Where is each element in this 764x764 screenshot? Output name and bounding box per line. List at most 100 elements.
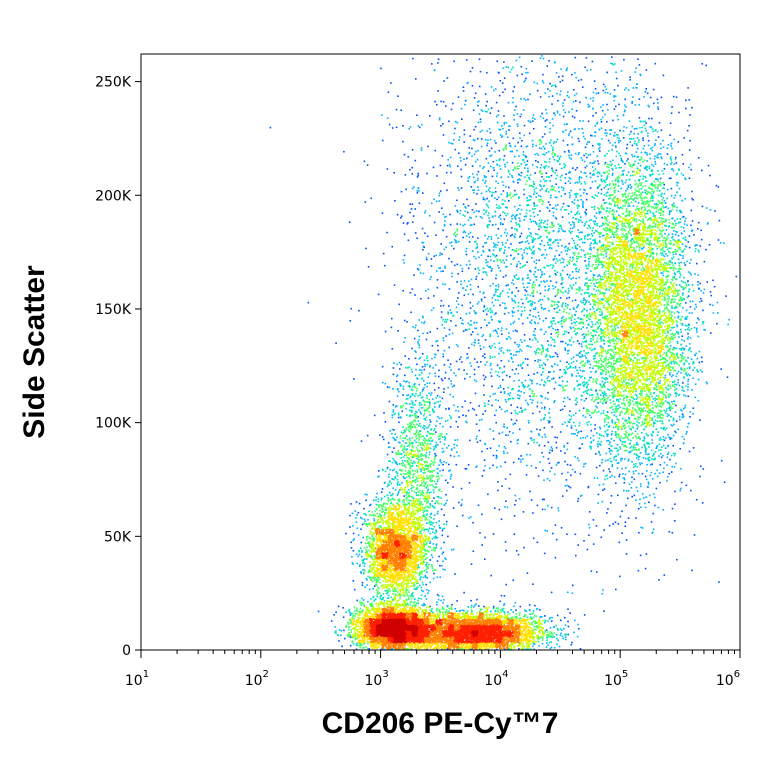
event-dot xyxy=(352,621,354,624)
event-dot xyxy=(359,627,362,629)
event-dot xyxy=(357,617,360,619)
event-dot xyxy=(409,607,411,610)
event-dot xyxy=(357,625,360,628)
event-dot xyxy=(404,633,407,635)
event-dot xyxy=(441,606,444,608)
event-dot xyxy=(395,609,397,612)
event-dot xyxy=(543,632,546,634)
event-dot xyxy=(389,617,391,619)
event-dot xyxy=(409,629,412,632)
event-dot xyxy=(435,610,438,612)
event-dot xyxy=(541,616,543,618)
event-dot xyxy=(440,599,442,602)
event-dot xyxy=(475,603,477,605)
event-dot xyxy=(467,606,469,608)
event-dot xyxy=(381,628,383,631)
event-dot xyxy=(417,644,419,646)
event-dot xyxy=(410,628,412,630)
event-dot xyxy=(376,625,378,627)
event-dot xyxy=(375,610,378,612)
event-dot xyxy=(355,619,358,621)
event-dot xyxy=(414,611,416,613)
event-dot xyxy=(384,614,387,616)
event-dot xyxy=(388,607,390,609)
event-dot xyxy=(349,614,352,616)
event-dot xyxy=(375,618,377,621)
event-dot xyxy=(411,648,413,650)
event-dot xyxy=(406,606,409,608)
event-dot xyxy=(363,605,366,607)
event-dot xyxy=(406,648,409,650)
event-dot xyxy=(384,619,387,621)
event-dot xyxy=(356,644,358,647)
event-dot xyxy=(390,605,393,608)
event-dot xyxy=(432,615,435,617)
event-dot xyxy=(363,643,366,645)
event-dot xyxy=(417,647,420,650)
event-dot xyxy=(429,612,432,615)
event-dot xyxy=(374,645,376,648)
event-dot xyxy=(520,637,523,640)
event-dot xyxy=(561,635,564,638)
event-dot xyxy=(379,615,382,618)
event-dot xyxy=(408,641,411,644)
event-dot xyxy=(404,641,406,644)
event-dot xyxy=(390,596,393,599)
event-dot xyxy=(406,603,409,606)
event-dot xyxy=(357,614,360,617)
event-dot xyxy=(392,611,395,614)
event-dot xyxy=(410,614,413,617)
event-dot xyxy=(377,608,380,610)
event-dot xyxy=(337,634,339,637)
event-dot xyxy=(360,644,363,647)
event-dot xyxy=(369,635,372,638)
event-dot xyxy=(378,604,380,607)
event-dot xyxy=(354,623,357,625)
event-dot xyxy=(411,647,414,649)
event-dot xyxy=(403,605,405,608)
event-dot xyxy=(490,614,493,616)
event-dot xyxy=(362,628,364,631)
event-dot xyxy=(357,636,359,638)
event-dot xyxy=(379,625,382,628)
event-dot xyxy=(403,639,405,642)
event-dot xyxy=(355,625,358,627)
event-dot xyxy=(433,640,435,643)
event-dot xyxy=(364,615,366,617)
event-dot xyxy=(377,634,379,636)
event-dot xyxy=(365,631,367,634)
event-dot xyxy=(353,627,355,630)
event-dot xyxy=(349,644,352,647)
event-dot xyxy=(366,608,368,610)
event-dot xyxy=(376,591,379,594)
event-dot xyxy=(576,635,579,638)
event-dot xyxy=(433,634,435,637)
event-dot xyxy=(369,603,371,606)
event-dot xyxy=(401,604,403,607)
event-dot xyxy=(370,633,372,635)
event-dot xyxy=(412,608,414,611)
event-dot xyxy=(371,647,374,650)
event-dot xyxy=(438,614,441,617)
event-dot xyxy=(364,606,366,608)
event-dot xyxy=(375,643,377,646)
event-dot xyxy=(375,621,378,623)
event-dot xyxy=(413,646,416,649)
event-dot xyxy=(418,615,421,617)
event-dot xyxy=(382,630,384,633)
event-dot xyxy=(347,628,350,631)
event-dot xyxy=(386,615,389,618)
event-dot xyxy=(350,621,352,623)
event-dot xyxy=(398,604,400,606)
event-dot xyxy=(417,602,419,605)
event-dot xyxy=(359,646,361,649)
event-dot xyxy=(354,638,357,641)
event-dot xyxy=(353,623,355,626)
event-dot xyxy=(347,623,350,625)
event-dot xyxy=(369,609,371,612)
event-dot xyxy=(424,595,426,597)
event-dot xyxy=(334,626,336,628)
event-dot xyxy=(370,621,373,623)
event-dot xyxy=(431,608,433,610)
event-dot xyxy=(544,615,546,617)
